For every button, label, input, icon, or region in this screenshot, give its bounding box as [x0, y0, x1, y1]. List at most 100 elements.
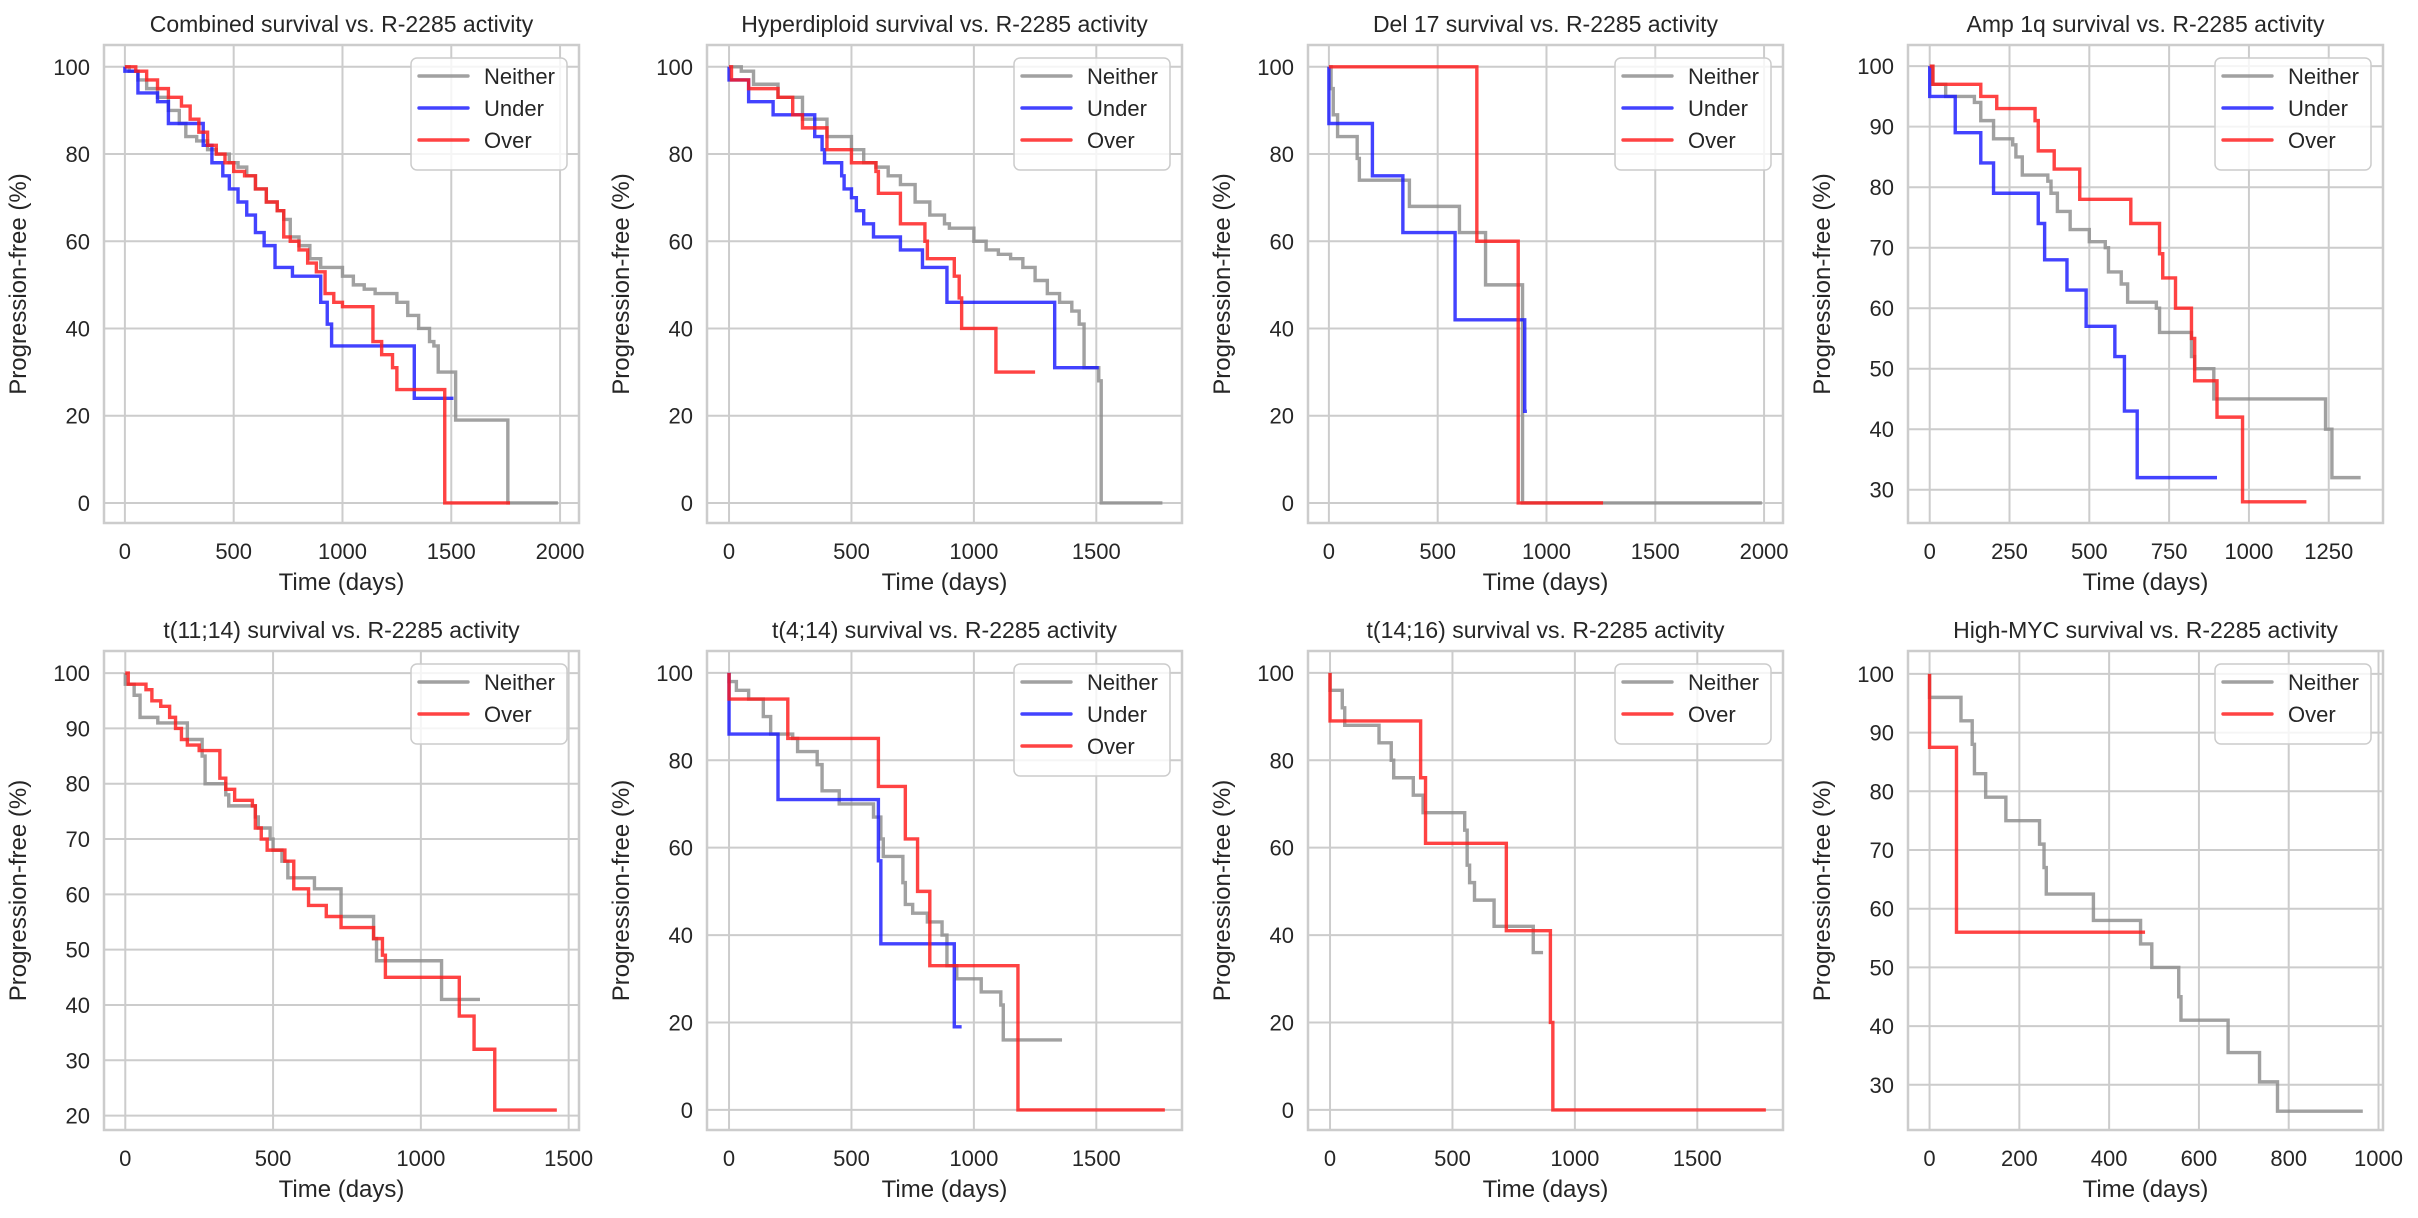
y-tick-label: 90: [1870, 721, 1894, 746]
y-axis-label: Progression-free (%): [1809, 173, 1836, 394]
x-tick-label: 1500: [1072, 539, 1121, 564]
x-tick-label: 0: [1323, 539, 1335, 564]
y-tick-label: 100: [53, 55, 90, 80]
y-axis-label: Progression-free (%): [1209, 173, 1236, 394]
y-tick-label: 100: [656, 55, 693, 80]
legend: Neither Under Over: [2214, 57, 2372, 171]
legend: Neither Under Over: [1013, 663, 1171, 777]
chart-panel-high-myc: 0 200 400 600 800 1000 30 40 50 60 70 80 90 100 High-M…: [1809, 617, 2403, 1203]
axes-frame: [705, 43, 1184, 525]
chart-panel-hyperdiploid: 0 500 1000 1500 0 20 40 60 80 100 Hyperdiploid sur…: [608, 11, 1184, 596]
chart-title: Combined survival vs. R-2285 activity: [150, 11, 534, 37]
x-tick-label: 0: [723, 539, 735, 564]
legend: Neither Over: [1614, 663, 1772, 745]
axes-frame: [102, 649, 581, 1132]
y-tick-label: 90: [66, 716, 90, 741]
series-line-under: [1928, 66, 2218, 480]
series-line-over: [1328, 65, 1604, 505]
series-line-under: [727, 672, 962, 1029]
x-tick-label: 750: [2151, 539, 2188, 564]
legend-label-under: Under: [1688, 96, 1748, 121]
y-axis-label: Progression-free (%): [608, 173, 635, 394]
x-tick-label: 1500: [427, 539, 476, 564]
y-tick-label: 40: [669, 316, 693, 341]
series-line-neither: [123, 673, 480, 1002]
y-tick-label: 40: [669, 923, 693, 948]
x-tick-label: 0: [1924, 539, 1936, 564]
x-tick-label: 400: [2091, 1146, 2128, 1171]
x-tick-label: 0: [1923, 1146, 1935, 1171]
y-tick-label: 20: [669, 1010, 693, 1035]
axes-frame: [1306, 649, 1785, 1132]
y-axis-label: Progression-free (%): [5, 780, 32, 1001]
y-tick-label: 60: [1270, 229, 1294, 254]
x-tick-label: 500: [255, 1146, 292, 1171]
series-line-over: [729, 65, 1036, 374]
x-tick-label: 1500: [544, 1146, 593, 1171]
chart-title: Hyperdiploid survival vs. R-2285 activit…: [741, 11, 1148, 37]
legend-label-over: Over: [1087, 734, 1135, 759]
y-tick-label: 50: [1870, 357, 1894, 382]
x-tick-label: 500: [2071, 539, 2108, 564]
chart-panel-t-14-16: 0 500 1000 1500 0 20 40 60 80 100 t(14;16) surviva…: [1209, 617, 1785, 1203]
y-tick-label: 60: [669, 229, 693, 254]
axes-frame: [705, 649, 1184, 1132]
series-line-under: [727, 66, 1099, 370]
x-tick-label: 500: [833, 539, 870, 564]
x-tick-label: 1000: [949, 1146, 998, 1171]
legend-label-neither: Neither: [484, 670, 555, 695]
chart-panel-amp-1q: 0 250 500 750 1000 1250 30 40 50 60 70 80 90 100 Amp 1…: [1809, 11, 2385, 596]
x-tick-label: 2000: [1740, 539, 1789, 564]
x-tick-label: 1000: [1522, 539, 1571, 564]
x-tick-label: 1500: [1673, 1146, 1722, 1171]
series-line-neither: [1927, 673, 2363, 1113]
series-line-neither: [1328, 65, 1762, 505]
y-tick-label: 60: [66, 229, 90, 254]
x-axis-label: Time (days): [279, 1176, 405, 1203]
legend-box: [2214, 663, 2372, 745]
legend-label-under: Under: [1087, 702, 1147, 727]
y-tick-label: 20: [1270, 1010, 1294, 1035]
axes-frame: [102, 43, 581, 525]
y-tick-label: 70: [1870, 236, 1894, 261]
legend-box: [1013, 663, 1171, 777]
axes-frame: [1306, 43, 1785, 525]
y-tick-label: 20: [66, 1104, 90, 1129]
y-tick-label: 100: [53, 661, 90, 686]
x-tick-label: 200: [2001, 1146, 2038, 1171]
series-line-neither: [727, 672, 1063, 1042]
y-tick-label: 70: [66, 827, 90, 852]
x-tick-label: 1000: [1550, 1146, 1599, 1171]
x-tick-label: 800: [2270, 1146, 2307, 1171]
x-tick-label: 1000: [2354, 1146, 2403, 1171]
x-axis-label: Time (days): [1483, 1176, 1609, 1203]
x-tick-label: 500: [215, 539, 252, 564]
x-axis-label: Time (days): [2083, 1176, 2209, 1203]
series-line-over: [125, 671, 557, 1112]
legend-label-neither: Neither: [484, 64, 555, 89]
y-tick-label: 0: [1282, 491, 1294, 516]
x-tick-label: 1250: [2304, 539, 2353, 564]
legend-label-over: Over: [484, 702, 532, 727]
y-tick-label: 0: [78, 491, 90, 516]
legend-label-neither: Neither: [2288, 670, 2359, 695]
y-tick-label: 50: [1870, 955, 1894, 980]
chart-title: High-MYC survival vs. R-2285 activity: [1953, 617, 2338, 643]
series-line-neither: [124, 65, 558, 505]
x-axis-label: Time (days): [279, 569, 405, 596]
y-tick-label: 80: [669, 142, 693, 167]
legend: Neither Under Over: [410, 57, 568, 171]
y-tick-label: 40: [1870, 1014, 1894, 1039]
x-tick-label: 500: [833, 1146, 870, 1171]
x-tick-label: 1000: [949, 539, 998, 564]
x-tick-label: 600: [2181, 1146, 2218, 1171]
x-axis-label: Time (days): [2083, 569, 2209, 596]
y-tick-label: 90: [1870, 115, 1894, 140]
chart-panel-t-11-14: 0 500 1000 1500 20 30 40 50 60 70 80 90 100 t(11;14) …: [5, 617, 593, 1203]
x-tick-label: 0: [1324, 1146, 1336, 1171]
legend-label-neither: Neither: [1688, 670, 1759, 695]
x-tick-label: 2000: [536, 539, 585, 564]
y-tick-label: 80: [66, 772, 90, 797]
y-tick-label: 80: [1270, 142, 1294, 167]
